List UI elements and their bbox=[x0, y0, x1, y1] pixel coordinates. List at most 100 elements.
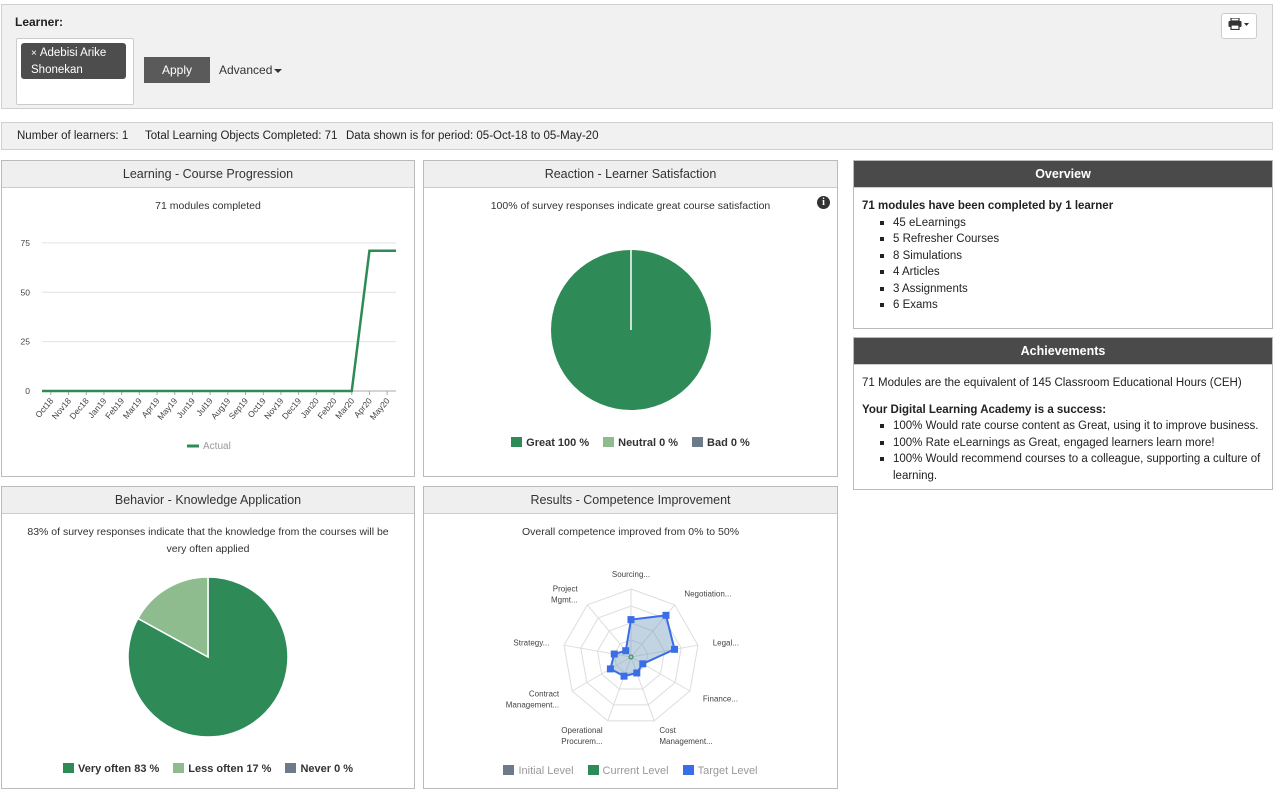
satisfaction-pie-chart bbox=[551, 250, 711, 410]
legend-swatch bbox=[511, 437, 523, 447]
legend-swatch bbox=[587, 765, 599, 775]
legend-label: Target Level bbox=[697, 765, 758, 777]
progression-title: Learning - Course Progression bbox=[2, 161, 414, 188]
overview-item: 8 Simulations bbox=[880, 248, 1264, 265]
advanced-label: Advanced bbox=[219, 63, 273, 77]
progression-line-chart: 0255075Oct18Nov18Dec18Jan19Feb19Mar19Apr… bbox=[21, 238, 396, 452]
overview-list: 45 eLearnings 5 Refresher Courses 8 Simula… bbox=[862, 215, 1264, 314]
target-level-point bbox=[633, 669, 641, 677]
apply-button[interactable]: Apply bbox=[144, 57, 210, 83]
print-button[interactable] bbox=[1221, 13, 1257, 39]
behavior-panel: Behavior - Knowledge Application 83% of … bbox=[1, 486, 415, 789]
legend-item[interactable]: Current Level bbox=[587, 765, 669, 777]
overview-item: 5 Refresher Courses bbox=[880, 231, 1264, 248]
target-level-point bbox=[622, 647, 630, 655]
legend-swatch bbox=[503, 765, 515, 775]
objects-completed: Total Learning Objects Completed: 71 bbox=[145, 130, 338, 142]
legend-item[interactable]: Very often 83 % bbox=[62, 763, 160, 775]
y-tick-label: 75 bbox=[21, 238, 31, 248]
radar-axis-label: Negotiation... bbox=[684, 589, 731, 598]
caret-down-icon bbox=[274, 68, 283, 73]
printer-icon bbox=[1228, 17, 1249, 31]
legend-label: Very often 83 % bbox=[77, 763, 160, 775]
learner-select[interactable]: × Adebisi Arike Shonekan bbox=[16, 38, 134, 105]
radar-axis-label: Cost bbox=[659, 726, 676, 735]
advanced-dropdown[interactable]: Advanced bbox=[219, 63, 283, 77]
radar-axis-label: Management... bbox=[506, 700, 559, 709]
legend-item[interactable]: Never 0 % bbox=[285, 763, 353, 775]
overview-panel: Overview 71 modules have been completed … bbox=[853, 160, 1273, 329]
legend-label: Bad 0 % bbox=[707, 437, 750, 449]
legend-swatch bbox=[692, 437, 704, 447]
target-level-point bbox=[627, 616, 635, 624]
legend-label-actual: Actual bbox=[203, 441, 231, 452]
learner-chip[interactable]: × Adebisi Arike Shonekan bbox=[21, 43, 126, 79]
legend-label: Less often 17 % bbox=[188, 763, 272, 775]
legend-item[interactable]: Less often 17 % bbox=[173, 763, 271, 775]
y-tick-label: 0 bbox=[25, 386, 30, 396]
learner-chip-label: Adebisi Arike Shonekan bbox=[31, 47, 107, 76]
learner-label: Learner: bbox=[15, 15, 64, 29]
data-period: Data shown is for period: 05-Oct-18 to 0… bbox=[346, 130, 599, 142]
radar-axis-label: Management... bbox=[659, 737, 712, 746]
x-tick-label: Dec19 bbox=[280, 396, 304, 421]
results-panel: Results - Competence Improvement Overall… bbox=[423, 486, 838, 789]
legend-swatch bbox=[173, 763, 185, 773]
current-level-area bbox=[628, 654, 634, 660]
behavior-pie-chart bbox=[127, 576, 289, 738]
results-legend: Initial Level Current Level Target Level bbox=[424, 765, 837, 777]
radar-axis-label: Legal... bbox=[713, 639, 739, 648]
y-tick-label: 50 bbox=[21, 287, 31, 297]
x-tick-label: May19 bbox=[155, 396, 179, 422]
target-level-area bbox=[609, 614, 676, 678]
legend-item[interactable]: Great 100 % bbox=[511, 437, 589, 449]
competence-radar-chart: Sourcing... Negotiation... Legal... Finance… bbox=[506, 570, 739, 746]
legend-item[interactable]: Neutral 0 % bbox=[603, 437, 678, 449]
legend-swatch bbox=[285, 763, 297, 773]
overview-title: Overview bbox=[854, 161, 1272, 188]
radar-spoke bbox=[630, 644, 699, 658]
radar-axis-label: Finance... bbox=[703, 694, 738, 703]
radar-axis-label: Project bbox=[553, 584, 579, 593]
legend-label: Great 100 % bbox=[526, 437, 590, 449]
x-tick-label: Dec18 bbox=[67, 396, 91, 421]
radar-grid bbox=[613, 639, 649, 674]
actual-series-line bbox=[42, 249, 396, 393]
radar-axis-label: Sourcing... bbox=[612, 570, 650, 579]
legend-label: Current Level bbox=[602, 765, 669, 777]
overview-item: 45 eLearnings bbox=[880, 215, 1264, 232]
achievement-item: 100% Rate eLearnings as Great, engaged l… bbox=[880, 435, 1264, 452]
remove-chip-icon[interactable]: × bbox=[31, 48, 37, 59]
achievements-panel: Achievements 71 Modules are the equivale… bbox=[853, 337, 1273, 490]
satisfaction-legend: Great 100 % Neutral 0 % Bad 0 % bbox=[424, 437, 837, 449]
progression-panel: Learning - Course Progression 71 modules… bbox=[1, 160, 415, 477]
legend-item[interactable]: Bad 0 % bbox=[692, 437, 750, 449]
target-level-point bbox=[620, 672, 628, 680]
radar-axis-label: Contract bbox=[529, 689, 560, 698]
behavior-title: Behavior - Knowledge Application bbox=[2, 487, 414, 514]
x-tick-label: Jun19 bbox=[174, 396, 197, 420]
satisfaction-subtitle: 100% of survey responses indicate great … bbox=[490, 200, 771, 212]
overview-headline: 71 modules have been completed by 1 lear… bbox=[862, 200, 1114, 212]
x-tick-label: Sep19 bbox=[227, 396, 251, 421]
results-title: Results - Competence Improvement bbox=[424, 487, 837, 514]
legend-label: Neutral 0 % bbox=[618, 437, 679, 449]
satisfaction-panel: Reaction - Learner Satisfaction 100% of … bbox=[423, 160, 838, 477]
legend-item[interactable]: Initial Level bbox=[503, 765, 574, 777]
legend-item[interactable]: Target Level bbox=[682, 765, 758, 777]
radar-axis-label: Strategy... bbox=[513, 639, 549, 648]
satisfaction-title: Reaction - Learner Satisfaction bbox=[424, 161, 837, 188]
learner-count: Number of learners: 1 bbox=[17, 130, 129, 142]
x-tick-label: May20 bbox=[368, 396, 392, 422]
overview-item: 6 Exams bbox=[880, 297, 1264, 314]
overview-item: 4 Articles bbox=[880, 264, 1264, 281]
achievements-success-heading: Your Digital Learning Academy is a succe… bbox=[862, 403, 1107, 416]
behavior-legend: Very often 83 % Less often 17 % Never 0 % bbox=[2, 763, 414, 775]
legend-label: Never 0 % bbox=[300, 763, 354, 775]
achievements-equivalent: 71 Modules are the equivalent of 145 Cla… bbox=[862, 377, 1242, 389]
radar-grid bbox=[580, 605, 682, 706]
progression-subtitle: 71 modules completed bbox=[155, 200, 261, 212]
legend-swatch bbox=[603, 437, 615, 447]
results-subtitle: Overall competence improved from 0% to 5… bbox=[521, 526, 740, 538]
info-icon[interactable]: i bbox=[817, 196, 830, 209]
